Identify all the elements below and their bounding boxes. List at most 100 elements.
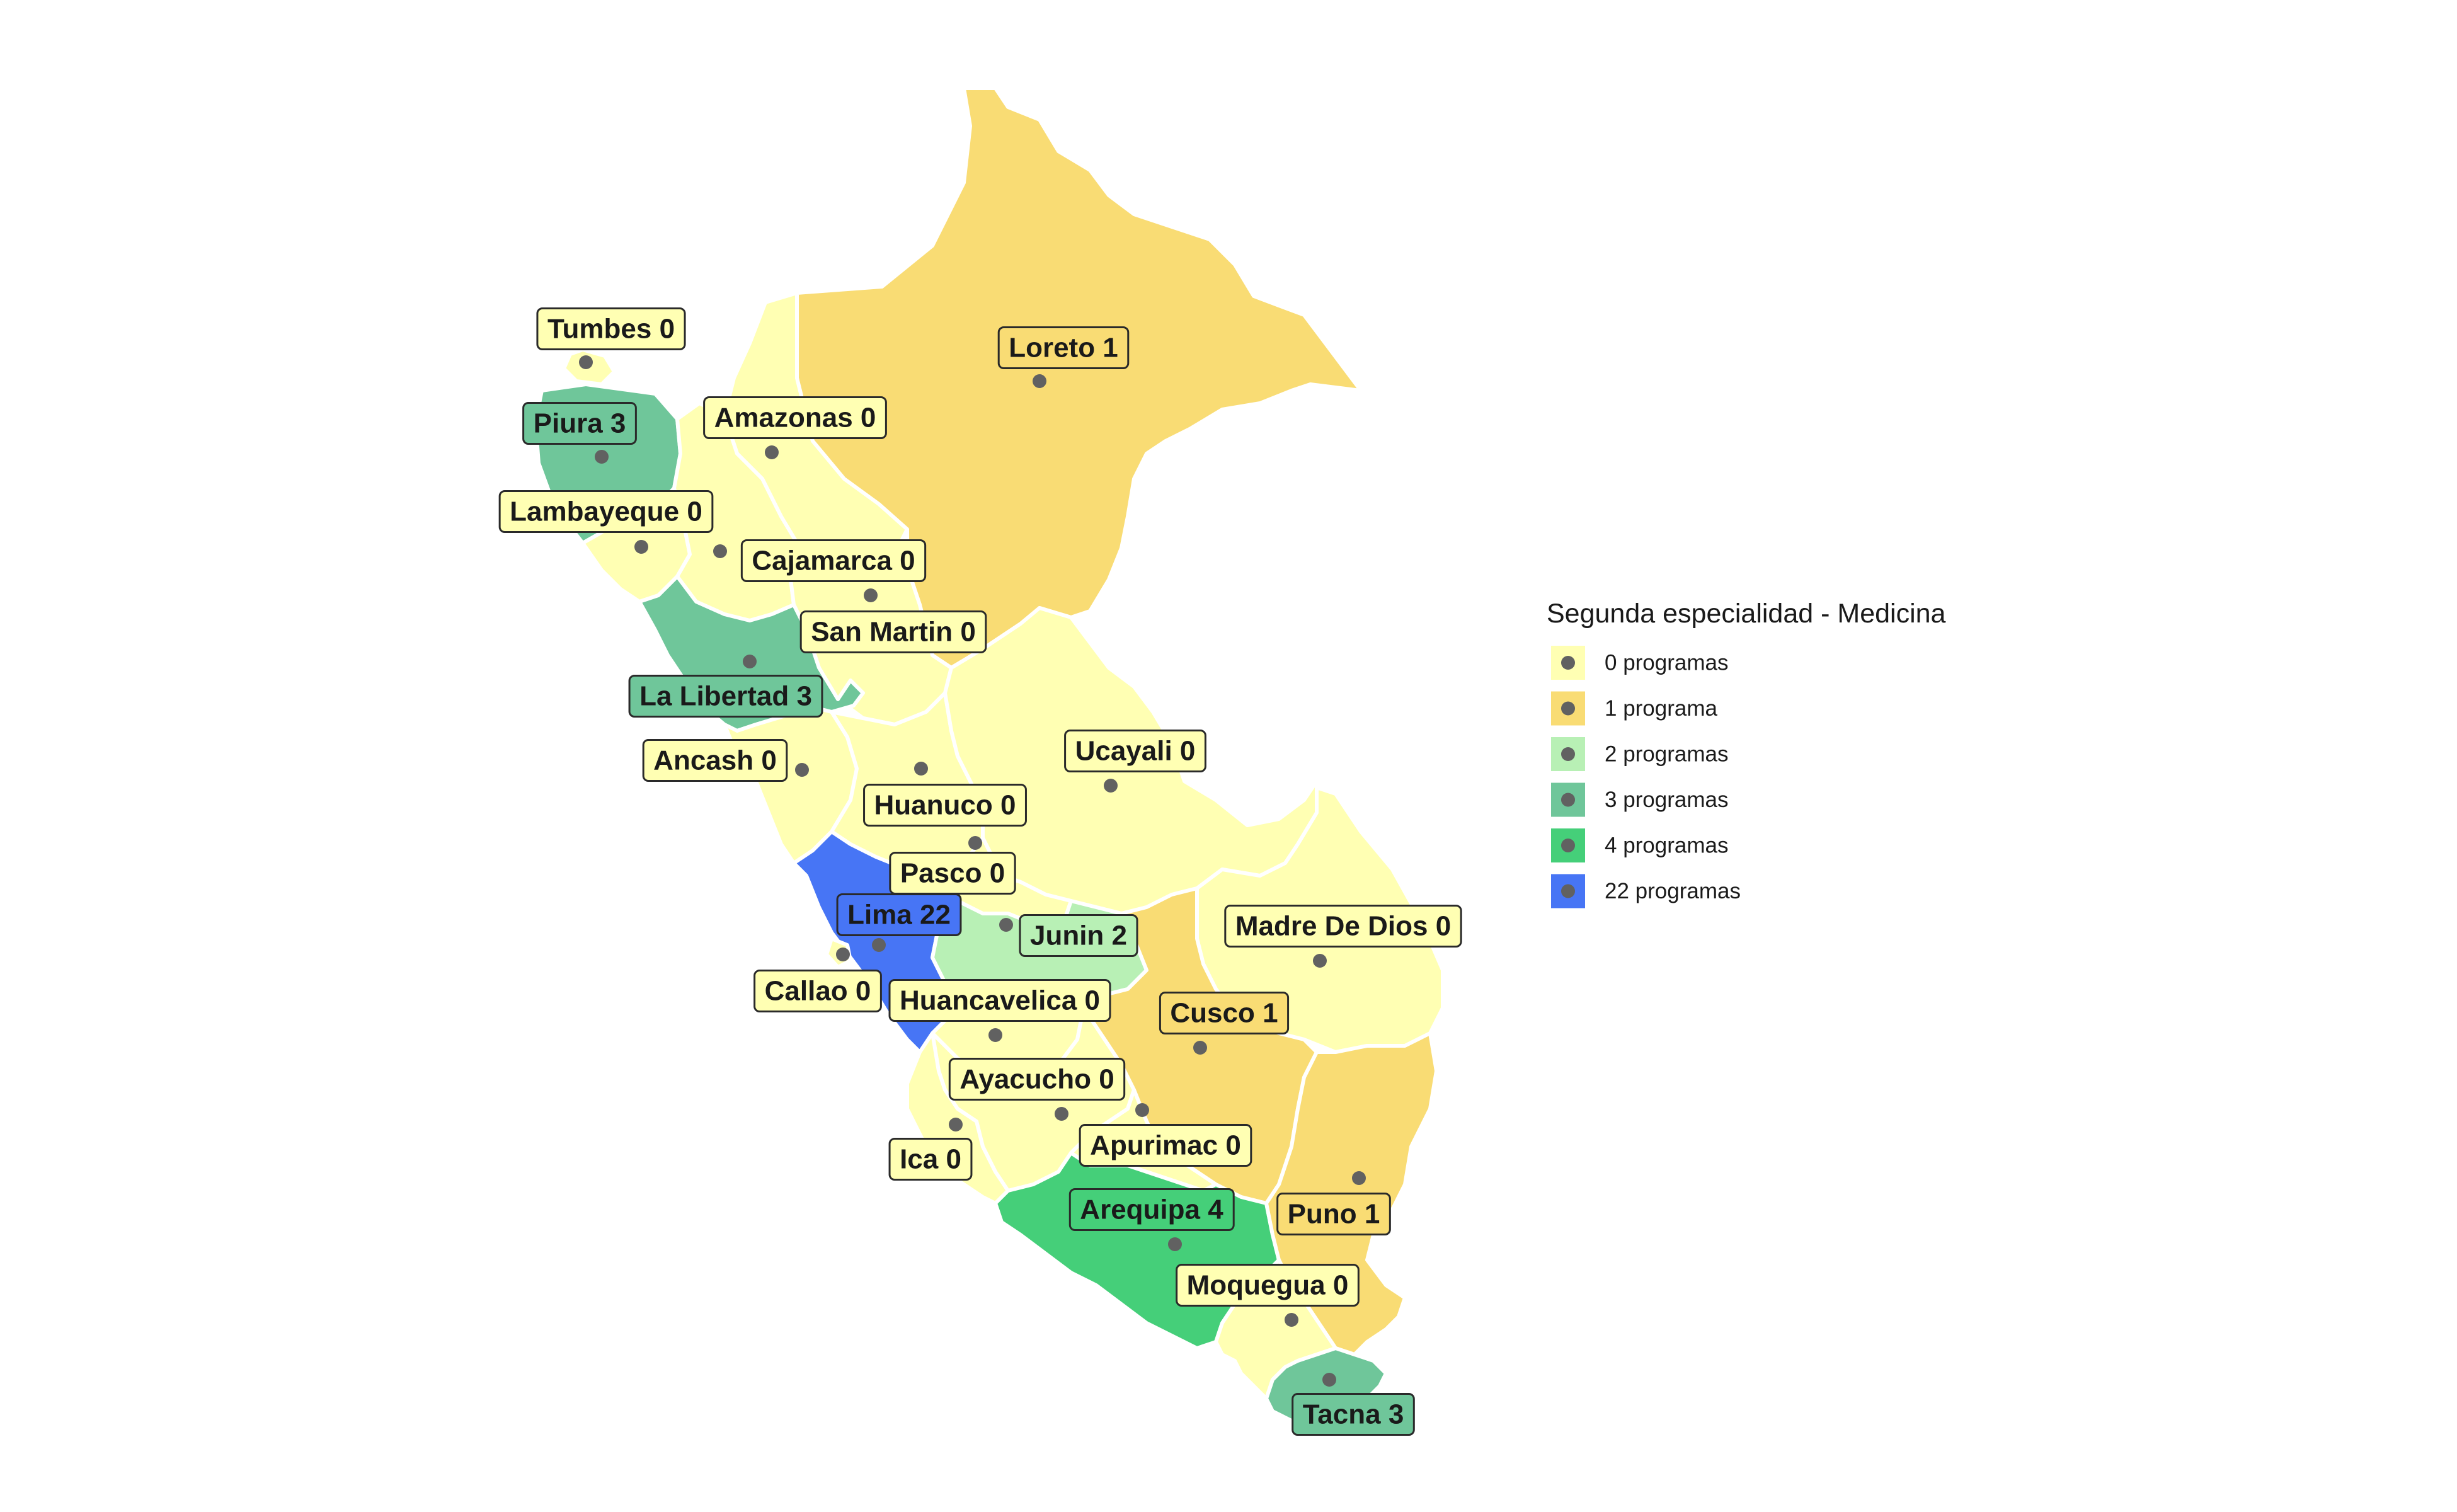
label-huanuco: Huanuco 0 [863,784,1027,827]
label-box-tacna [1292,1393,1415,1436]
legend-label: 1 programa [1605,696,1718,721]
marker-la-libertad [743,655,757,668]
legend-marker [1561,884,1575,898]
label-box-lambayeque [498,490,714,533]
marker-ayacucho [1055,1107,1068,1121]
marker-apurimac [1135,1103,1149,1117]
marker-tacna [1322,1373,1336,1387]
marker-cusco [1193,1041,1207,1055]
marker-ucayali [1104,779,1118,793]
legend-label: 22 programas [1605,879,1741,903]
marker-tumbes [579,355,593,369]
label-text-junin: Junin 2 [1030,920,1127,951]
label-loreto: Loreto 1 [997,326,1130,369]
marker-ancash [795,763,809,777]
label-box-ica [888,1138,973,1181]
label-text-moquegua: Moquegua 0 [1187,1270,1349,1301]
marker-callao [836,948,850,961]
label-madre-de-dios: Madre De Dios 0 [1224,905,1462,948]
label-box-callao [753,970,882,1012]
label-box-ancash [642,739,788,782]
legend-item: 22 programas [1551,874,1741,908]
label-text-ica: Ica 0 [900,1144,961,1175]
label-text-amazonas: Amazonas 0 [714,403,876,433]
label-box-madre-de-dios [1224,905,1462,948]
legend-label: 0 programas [1605,651,1728,675]
legend-marker [1561,793,1575,807]
label-text-pasco: Pasco 0 [900,858,1005,889]
label-text-huanuco: Huanuco 0 [874,790,1016,821]
label-text-lambayeque: Lambayeque 0 [510,496,702,527]
label-text-arequipa: Arequipa 4 [1080,1194,1223,1225]
label-apurimac: Apurimac 0 [1079,1124,1252,1167]
label-tumbes: Tumbes 0 [536,307,686,350]
label-box-cusco [1159,992,1290,1034]
label-text-ayacucho: Ayacucho 0 [959,1064,1114,1095]
label-ancash: Ancash 0 [642,739,788,782]
label-lima: Lima 22 [836,893,962,936]
legend-label: 2 programas [1605,742,1728,767]
label-junin: Junin 2 [1019,914,1138,957]
label-box-loreto [997,326,1130,369]
marker-cajamarca [713,544,727,558]
legend-label: 4 programas [1605,833,1728,858]
label-amazonas: Amazonas 0 [703,396,887,439]
label-text-puno: Puno 1 [1288,1199,1380,1230]
label-text-ucayali: Ucayali 0 [1075,736,1196,767]
label-puno: Puno 1 [1276,1193,1391,1235]
label-ayacucho: Ayacucho 0 [948,1058,1126,1101]
label-box-huancavelica [888,979,1111,1022]
label-box-amazonas [703,396,887,439]
legend: Segunda especialidad - Medicina 0 progra… [1547,598,1946,908]
legend-marker [1561,656,1575,670]
legend-item: 3 programas [1551,782,1728,817]
legend-items: 0 programas 1 programa 2 programas 3 progra… [1551,646,1741,908]
label-box-la-libertad [628,675,823,718]
marker-pasco [968,836,982,850]
marker-san-martin [864,588,878,602]
marker-ica [949,1118,963,1131]
label-box-san-martin [799,610,987,653]
label-text-tacna: Tacna 3 [1303,1399,1404,1430]
label-box-tumbes [536,307,686,350]
label-text-callao: Callao 0 [765,976,871,1007]
legend-marker [1561,701,1575,716]
label-lambayeque: Lambayeque 0 [498,490,714,533]
label-piura: Piura 3 [522,402,637,445]
legend-marker [1561,839,1575,852]
label-box-junin [1019,914,1138,957]
marker-huanuco [914,762,928,776]
label-pasco: Pasco 0 [889,852,1016,895]
label-box-moquegua [1176,1264,1360,1307]
marker-moquegua [1285,1313,1298,1327]
label-box-cajamarca [740,539,927,582]
marker-lima [872,938,886,952]
label-text-apurimac: Apurimac 0 [1090,1130,1241,1161]
legend-item: 1 programa [1551,691,1718,726]
label-box-arequipa [1068,1188,1235,1231]
label-tacna: Tacna 3 [1292,1393,1415,1436]
marker-junin [999,918,1013,932]
label-text-cusco: Cusco 1 [1170,998,1278,1029]
label-text-cajamarca: Cajamarca 0 [752,546,915,576]
label-box-piura [522,402,637,445]
label-callao: Callao 0 [753,970,882,1012]
marker-huancavelica [988,1028,1002,1042]
label-moquegua: Moquegua 0 [1176,1264,1360,1307]
label-box-puno [1276,1193,1391,1235]
label-text-madre-de-dios: Madre De Dios 0 [1235,911,1451,942]
label-text-san-martin: San Martin 0 [811,617,976,648]
marker-madre-de-dios [1313,954,1327,968]
label-box-ayacucho [948,1058,1126,1101]
label-box-lima [836,893,962,936]
marker-puno [1352,1171,1366,1185]
label-ica: Ica 0 [888,1138,973,1181]
legend-item: 2 programas [1551,737,1728,771]
marker-amazonas [765,445,779,459]
label-ucayali: Ucayali 0 [1064,730,1206,772]
label-la-libertad: La Libertad 3 [628,675,823,718]
labels-layer: Tumbes 0 Piura 3 Lambayeque 0 Amazonas 0 Caj… [498,307,1462,1436]
label-text-piura: Piura 3 [534,408,626,439]
legend-label: 3 programas [1605,788,1728,812]
